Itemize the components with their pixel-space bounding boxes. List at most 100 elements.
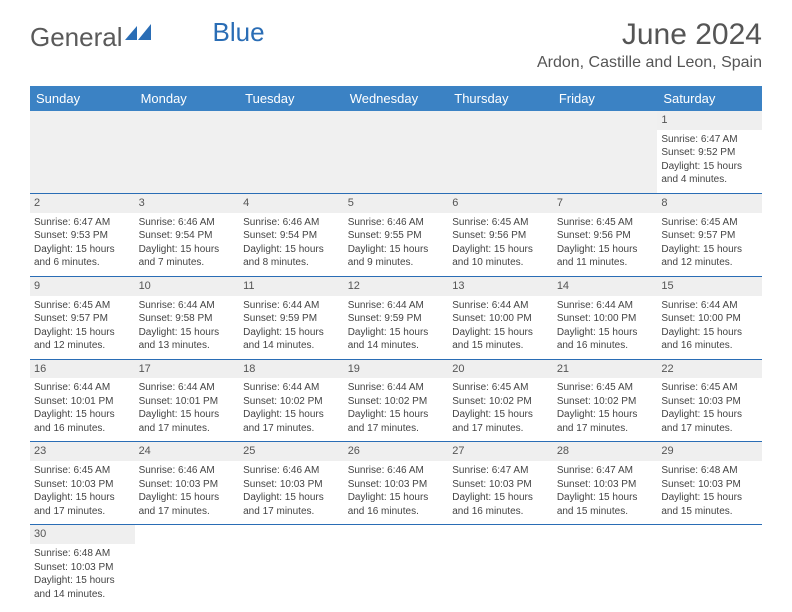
sunset-text: Sunset: 9:54 PM	[243, 229, 340, 243]
calendar-cell: 25Sunrise: 6:46 AMSunset: 10:03 PMDaylig…	[239, 442, 344, 525]
calendar-cell: 16Sunrise: 6:44 AMSunset: 10:01 PMDaylig…	[30, 359, 135, 442]
day-number: 10	[135, 277, 240, 296]
calendar-row: 9Sunrise: 6:45 AMSunset: 9:57 PMDaylight…	[30, 276, 762, 359]
logo: General Blue	[30, 18, 265, 57]
calendar-cell: 24Sunrise: 6:46 AMSunset: 10:03 PMDaylig…	[135, 442, 240, 525]
sunrise-text: Sunrise: 6:47 AM	[452, 464, 549, 478]
day-number: 3	[135, 194, 240, 213]
sunset-text: Sunset: 9:53 PM	[34, 229, 131, 243]
daylight-text: and 17 minutes.	[243, 505, 340, 519]
calendar-cell: 27Sunrise: 6:47 AMSunset: 10:03 PMDaylig…	[448, 442, 553, 525]
col-saturday: Saturday	[657, 86, 762, 111]
day-number: 23	[30, 442, 135, 461]
daylight-text: and 14 minutes.	[243, 339, 340, 353]
logo-flag-icon	[125, 18, 153, 49]
sunrise-text: Sunrise: 6:44 AM	[139, 299, 236, 313]
calendar-row: 23Sunrise: 6:45 AMSunset: 10:03 PMDaylig…	[30, 442, 762, 525]
col-wednesday: Wednesday	[344, 86, 449, 111]
calendar-cell: 7Sunrise: 6:45 AMSunset: 9:56 PMDaylight…	[553, 193, 658, 276]
sunset-text: Sunset: 9:57 PM	[661, 229, 758, 243]
daylight-text: Daylight: 15 hours	[661, 160, 758, 174]
calendar-cell	[344, 525, 449, 607]
daylight-text: Daylight: 15 hours	[557, 491, 654, 505]
day-number: 8	[657, 194, 762, 213]
daylight-text: and 12 minutes.	[661, 256, 758, 270]
calendar-cell	[239, 525, 344, 607]
sunrise-text: Sunrise: 6:44 AM	[243, 299, 340, 313]
sunrise-text: Sunrise: 6:44 AM	[139, 381, 236, 395]
daylight-text: Daylight: 15 hours	[557, 243, 654, 257]
sunset-text: Sunset: 10:03 PM	[348, 478, 445, 492]
daylight-text: and 16 minutes.	[348, 505, 445, 519]
day-number: 19	[344, 360, 449, 379]
calendar-cell: 22Sunrise: 6:45 AMSunset: 10:03 PMDaylig…	[657, 359, 762, 442]
sunset-text: Sunset: 10:03 PM	[661, 395, 758, 409]
calendar-cell: 2Sunrise: 6:47 AMSunset: 9:53 PMDaylight…	[30, 193, 135, 276]
sunrise-text: Sunrise: 6:46 AM	[243, 216, 340, 230]
calendar-row: 1Sunrise: 6:47 AMSunset: 9:52 PMDaylight…	[30, 111, 762, 193]
calendar-cell	[239, 111, 344, 193]
sunset-text: Sunset: 9:52 PM	[661, 146, 758, 160]
calendar-cell	[553, 525, 658, 607]
col-thursday: Thursday	[448, 86, 553, 111]
daylight-text: and 17 minutes.	[452, 422, 549, 436]
daylight-text: and 15 minutes.	[557, 505, 654, 519]
day-number: 18	[239, 360, 344, 379]
daylight-text: Daylight: 15 hours	[452, 326, 549, 340]
calendar-cell: 30Sunrise: 6:48 AMSunset: 10:03 PMDaylig…	[30, 525, 135, 607]
sunrise-text: Sunrise: 6:46 AM	[139, 216, 236, 230]
daylight-text: and 17 minutes.	[661, 422, 758, 436]
sunset-text: Sunset: 10:02 PM	[452, 395, 549, 409]
day-number: 27	[448, 442, 553, 461]
daylight-text: and 16 minutes.	[661, 339, 758, 353]
daylight-text: and 10 minutes.	[452, 256, 549, 270]
day-number: 26	[344, 442, 449, 461]
day-number: 1	[657, 111, 762, 130]
daylight-text: and 17 minutes.	[139, 505, 236, 519]
daylight-text: Daylight: 15 hours	[661, 243, 758, 257]
sunset-text: Sunset: 10:02 PM	[348, 395, 445, 409]
daylight-text: Daylight: 15 hours	[452, 491, 549, 505]
daylight-text: Daylight: 15 hours	[661, 408, 758, 422]
sunset-text: Sunset: 9:54 PM	[139, 229, 236, 243]
daylight-text: Daylight: 15 hours	[34, 326, 131, 340]
day-number: 13	[448, 277, 553, 296]
day-number: 21	[553, 360, 658, 379]
daylight-text: Daylight: 15 hours	[34, 574, 131, 588]
sunrise-text: Sunrise: 6:48 AM	[34, 547, 131, 561]
logo-text-blue: Blue	[213, 17, 265, 48]
title-block: June 2024 Ardon, Castille and Leon, Spai…	[537, 18, 762, 72]
sunrise-text: Sunrise: 6:44 AM	[557, 299, 654, 313]
calendar-cell	[135, 111, 240, 193]
sunrise-text: Sunrise: 6:45 AM	[452, 216, 549, 230]
sunrise-text: Sunrise: 6:46 AM	[348, 464, 445, 478]
daylight-text: Daylight: 15 hours	[139, 491, 236, 505]
col-friday: Friday	[553, 86, 658, 111]
sunset-text: Sunset: 10:03 PM	[557, 478, 654, 492]
calendar-cell: 23Sunrise: 6:45 AMSunset: 10:03 PMDaylig…	[30, 442, 135, 525]
sunrise-text: Sunrise: 6:44 AM	[243, 381, 340, 395]
calendar-cell: 10Sunrise: 6:44 AMSunset: 9:58 PMDayligh…	[135, 276, 240, 359]
calendar-cell: 11Sunrise: 6:44 AMSunset: 9:59 PMDayligh…	[239, 276, 344, 359]
sunset-text: Sunset: 9:57 PM	[34, 312, 131, 326]
sunrise-text: Sunrise: 6:44 AM	[348, 299, 445, 313]
day-number: 9	[30, 277, 135, 296]
sunset-text: Sunset: 9:55 PM	[348, 229, 445, 243]
sunrise-text: Sunrise: 6:45 AM	[557, 216, 654, 230]
day-number: 22	[657, 360, 762, 379]
daylight-text: and 16 minutes.	[34, 422, 131, 436]
day-number: 24	[135, 442, 240, 461]
sunset-text: Sunset: 10:03 PM	[34, 561, 131, 575]
calendar-table: Sunday Monday Tuesday Wednesday Thursday…	[30, 86, 762, 607]
day-number: 2	[30, 194, 135, 213]
day-number: 25	[239, 442, 344, 461]
calendar-cell: 12Sunrise: 6:44 AMSunset: 9:59 PMDayligh…	[344, 276, 449, 359]
day-number: 11	[239, 277, 344, 296]
daylight-text: Daylight: 15 hours	[557, 408, 654, 422]
day-number: 12	[344, 277, 449, 296]
sunrise-text: Sunrise: 6:44 AM	[348, 381, 445, 395]
calendar-cell: 14Sunrise: 6:44 AMSunset: 10:00 PMDaylig…	[553, 276, 658, 359]
daylight-text: and 6 minutes.	[34, 256, 131, 270]
calendar-cell: 5Sunrise: 6:46 AMSunset: 9:55 PMDaylight…	[344, 193, 449, 276]
daylight-text: Daylight: 15 hours	[34, 491, 131, 505]
